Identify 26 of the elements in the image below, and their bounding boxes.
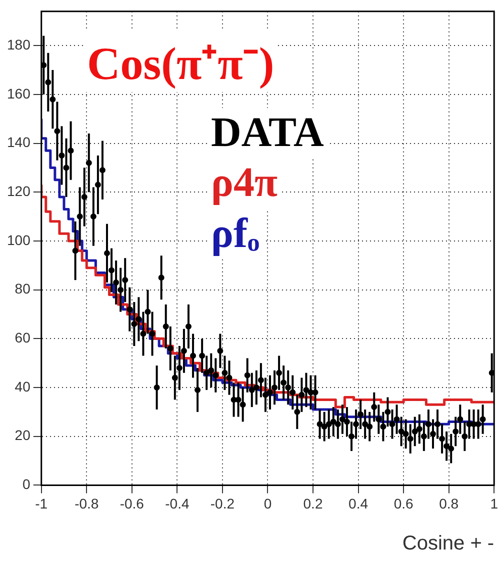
y-tick-label: 80 (14, 280, 31, 297)
y-tick-label: 100 (7, 232, 31, 248)
x-tick-label: 0.2 (303, 495, 323, 512)
text: Cos(π⁺π⁻) (84, 30, 278, 92)
x-tick-label: 0.4 (348, 495, 368, 512)
text: DATA (208, 108, 327, 158)
y-tick-label: 60 (14, 330, 31, 346)
x-tick-label: -0.2 (210, 495, 235, 512)
text: ρ4π (208, 158, 280, 209)
text: ρfₒ (208, 208, 263, 260)
y-tick-label: 40 (14, 378, 31, 394)
x-tick-label: 1 (490, 495, 498, 512)
y-tick-label: 160 (7, 85, 31, 102)
y-tick-label: 140 (7, 134, 31, 150)
y-tick-label: 180 (7, 36, 31, 52)
y-tick-label: 120 (7, 182, 31, 199)
x-axis-title: Cosine + - (402, 532, 494, 555)
x-tick-label: -1 (35, 495, 48, 512)
x-tick-label: 0.8 (439, 495, 459, 512)
y-tick-label: 0 (22, 476, 31, 492)
y-tick-label: 20 (14, 427, 31, 444)
x-tick-label: 0.6 (394, 495, 414, 512)
x-tick-label: -0.6 (120, 495, 144, 512)
x-tick-label: -0.4 (165, 495, 190, 512)
x-tick-label: 0 (264, 495, 272, 512)
x-tick-label: -0.8 (74, 495, 99, 512)
